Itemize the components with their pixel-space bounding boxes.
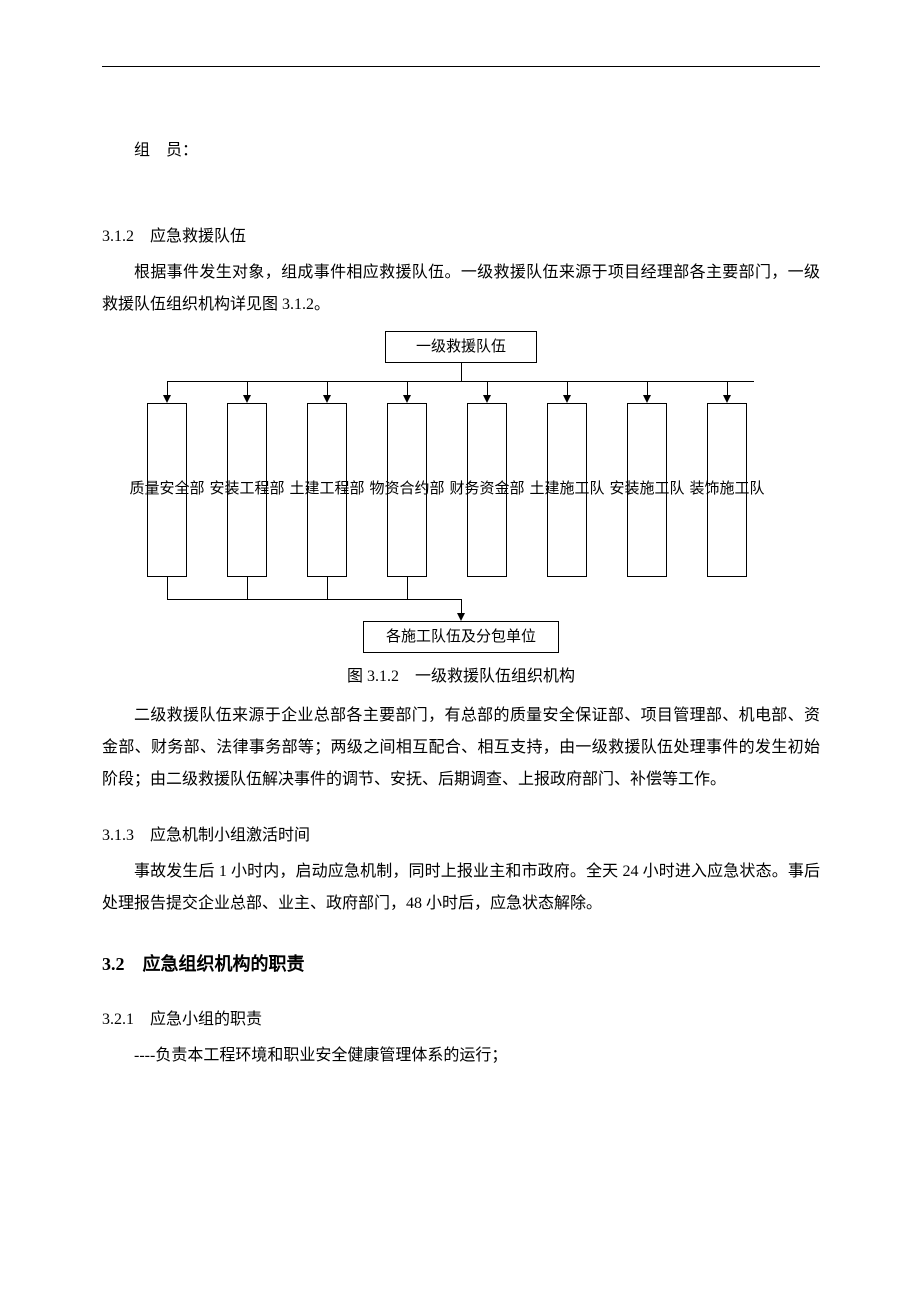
heading-3-1-2: 3.1.2 应急救援队伍 (102, 221, 820, 253)
chart-dept-box: 安装工程部 (227, 403, 267, 577)
arrow-down-icon (163, 395, 171, 403)
heading-3-1-3: 3.1.3 应急机制小组激活时间 (102, 820, 820, 852)
chart-dept-box: 装饰施工队 (707, 403, 747, 577)
heading-3-2: 3.2 应急组织机构的职责 (102, 948, 820, 980)
org-chart-3-1-2: 一级救援队伍质量安全部安装工程部土建工程部物资合约部财务资金部土建施工队安装施工… (102, 331, 820, 692)
arrow-down-icon (323, 395, 331, 403)
arrow-down-icon (457, 613, 465, 621)
arrow-down-icon (643, 395, 651, 403)
heading-3-2-1: 3.2.1 应急小组的职责 (102, 1004, 820, 1036)
arrow-down-icon (243, 395, 251, 403)
chart-bottom-box: 各施工队伍及分包单位 (363, 621, 559, 653)
chart-dept-box: 物资合约部 (387, 403, 427, 577)
arrow-down-icon (483, 395, 491, 403)
chart-root-box: 一级救援队伍 (385, 331, 537, 363)
chart-dept-box: 财务资金部 (467, 403, 507, 577)
bullet-1: ----负责本工程环境和职业安全健康管理体系的运行； (102, 1040, 820, 1072)
chart-caption: 图 3.1.2 一级救援队伍组织机构 (102, 663, 820, 692)
para-3-1-2: 根据事件发生对象，组成事件相应救援队伍。一级救援队伍来源于项目经理部各主要部门，… (102, 257, 820, 321)
page-divider (102, 66, 820, 67)
para-second-team: 二级救援队伍来源于企业总部各主要部门，有总部的质量安全保证部、项目管理部、机电部… (102, 700, 820, 796)
arrow-down-icon (723, 395, 731, 403)
member-label: 组 员： (102, 135, 820, 167)
arrow-down-icon (563, 395, 571, 403)
arrow-down-icon (403, 395, 411, 403)
chart-dept-box: 质量安全部 (147, 403, 187, 577)
chart-dept-box: 安装施工队 (627, 403, 667, 577)
para-3-1-3: 事故发生后 1 小时内，启动应急机制，同时上报业主和市政府。全天 24 小时进入… (102, 856, 820, 920)
chart-dept-box: 土建工程部 (307, 403, 347, 577)
chart-dept-box: 土建施工队 (547, 403, 587, 577)
